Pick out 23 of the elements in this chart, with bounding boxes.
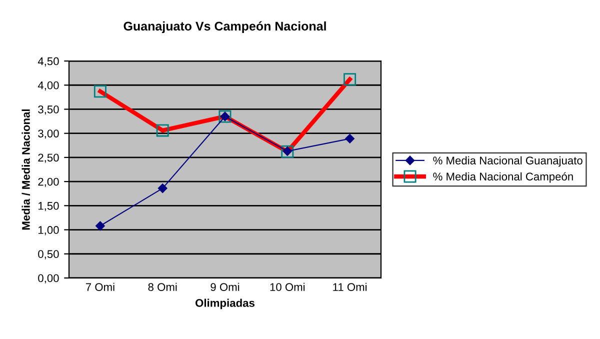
y-tick-label: 1,00	[38, 226, 59, 236]
y-tick-label: 1,50	[38, 202, 59, 212]
point	[96, 221, 105, 231]
x-tick-label: 7 Omi	[86, 282, 114, 292]
x-tick-label: 11 Omi	[333, 282, 367, 292]
x-tick-label: 10 Omi	[270, 282, 305, 292]
y-tick-label: 2,00	[38, 178, 59, 187]
y-tick-label: 2,50	[38, 154, 59, 163]
point	[345, 134, 354, 144]
legend-label: % Media Nacional Guanajuato	[433, 156, 582, 167]
x-tick-label: 9 Omi	[210, 282, 240, 292]
legend-label: % Media Nacional Campeón	[433, 172, 573, 183]
chart-title: Guanajuato Vs Campeón Nacional	[124, 21, 326, 34]
point	[158, 184, 168, 193]
y-tick-label: 0,50	[38, 250, 59, 260]
x-tick-label: 8 Omi	[148, 282, 177, 292]
y-tick-label: 4,00	[38, 81, 59, 91]
x-axis-title: Olimpiadas	[196, 298, 254, 310]
y-tick-label: 0,00	[38, 274, 59, 284]
y-tick-label: 3,50	[38, 106, 59, 115]
y-axis-title: Media / Media Nacional	[22, 109, 30, 230]
y-tick-label: 4,50	[38, 57, 59, 66]
y-tick-label: 3,00	[38, 130, 59, 139]
